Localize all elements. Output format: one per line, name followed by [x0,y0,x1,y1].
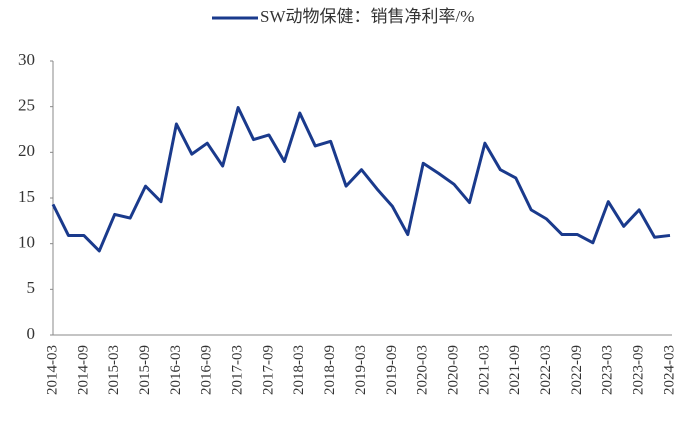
y-tick-label: 20 [18,141,35,160]
x-tick-label: 2014-09 [75,345,91,395]
legend-label: SW动物保健：销售净利率/% [260,7,474,26]
x-tick-label: 2017-09 [260,345,276,395]
x-tick-label: 2019-09 [384,345,400,395]
y-tick-label: 5 [27,278,36,297]
y-tick-label: 30 [18,50,35,69]
x-tick-label: 2015-09 [137,345,153,395]
x-tick-label: 2020-09 [445,345,461,395]
y-tick-label: 10 [18,233,35,252]
x-tick-label: 2024-03 [661,345,677,395]
x-tick-label: 2016-03 [168,345,184,395]
x-tick-label: 2023-03 [600,345,616,395]
x-tick-label: 2022-03 [538,345,554,395]
y-tick-label: 0 [27,324,36,343]
x-tick-label: 2017-03 [230,345,246,395]
x-tick-label: 2014-03 [44,345,60,395]
x-tick-label: 2018-03 [291,345,307,395]
x-tick-label: 2022-09 [569,345,585,395]
y-tick-label: 25 [18,96,35,115]
x-tick-label: 2016-09 [199,345,215,395]
x-tick-label: 2021-03 [476,345,492,395]
x-tick-label: 2020-03 [415,345,431,395]
y-tick-label: 15 [18,187,35,206]
x-tick-label: 2018-09 [322,345,338,395]
x-tick-label: 2021-09 [507,345,523,395]
series-line [51,106,671,253]
x-tick-label: 2015-03 [106,345,122,395]
x-tick-label: 2023-09 [631,345,647,395]
x-tick-label: 2019-03 [353,345,369,395]
